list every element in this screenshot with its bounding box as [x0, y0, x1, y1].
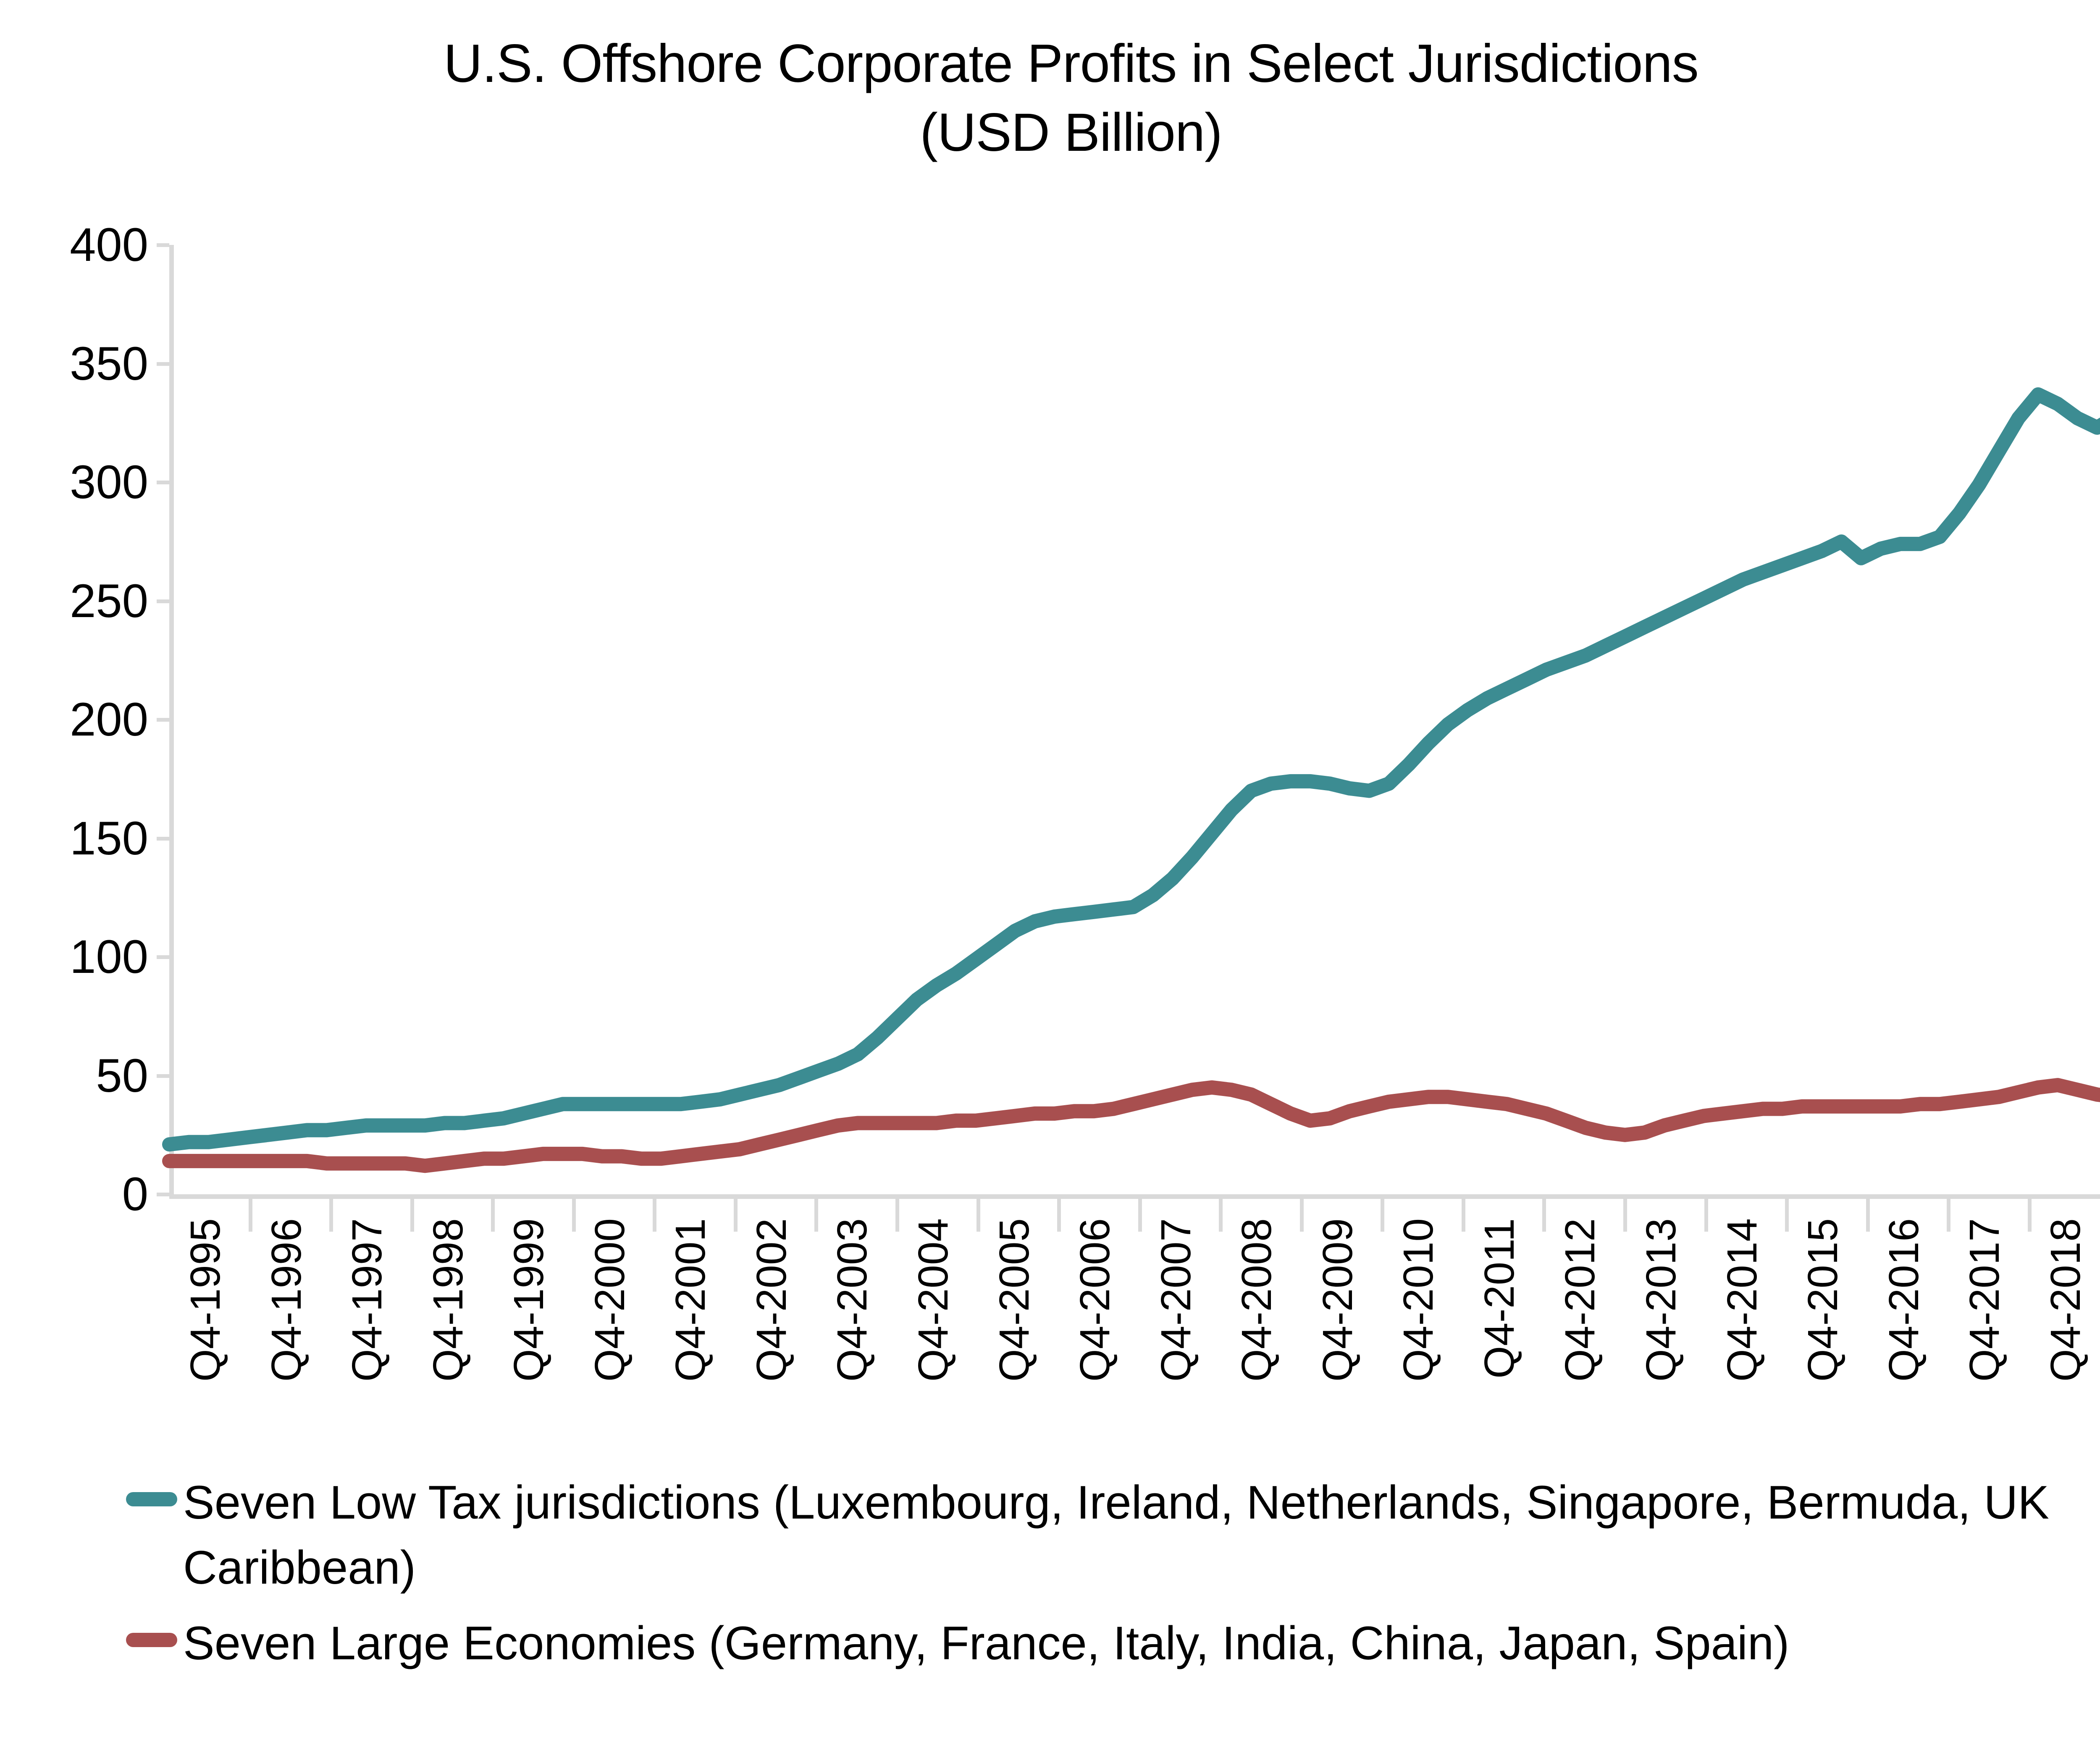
y-axis-label: 50	[96, 1049, 148, 1102]
x-tick	[329, 1199, 333, 1232]
x-tick	[653, 1199, 657, 1232]
x-axis-label: Q4-2003	[829, 1218, 876, 1382]
x-tick	[976, 1199, 980, 1232]
x-tick	[1623, 1199, 1627, 1232]
x-tick	[1219, 1199, 1223, 1232]
x-axis-label: Q4-2015	[1799, 1218, 1847, 1382]
legend-item-low-tax[interactable]: Seven Low Tax jurisdictions (Luxembourg,…	[126, 1470, 2100, 1600]
y-tick	[157, 481, 169, 484]
x-tick	[733, 1199, 738, 1232]
x-axis-label: Q4-1999	[505, 1218, 553, 1382]
x-axis-label: Q4-2012	[1557, 1218, 1604, 1382]
x-tick	[1704, 1199, 1708, 1232]
x-axis-label: Q4-2013	[1638, 1218, 1685, 1382]
chart-title: U.S. Offshore Corporate Profits in Selec…	[444, 34, 1698, 94]
legend-item-large-economies[interactable]: Seven Large Economies (Germany, France, …	[126, 1611, 2100, 1676]
x-axis-label: Q4-2010	[1395, 1218, 1442, 1382]
x-axis-label: Q4-2008	[1233, 1218, 1281, 1382]
x-tick	[814, 1199, 819, 1232]
y-tick	[157, 836, 169, 841]
x-axis-label: Q4-1997	[344, 1218, 391, 1382]
x-axis-label: Q4-2006	[1071, 1218, 1119, 1382]
legend-swatch-large-economies	[126, 1633, 177, 1648]
y-tick	[157, 243, 169, 247]
legend-label-low-tax: Seven Low Tax jurisdictions (Luxembourg,…	[183, 1476, 2049, 1594]
chart-title-block: U.S. Offshore Corporate Profits in Selec…	[0, 29, 2100, 167]
plot-area	[157, 243, 2100, 1232]
x-tick	[1785, 1199, 1789, 1232]
y-axis-label: 0	[122, 1168, 148, 1220]
x-axis-label: Q4-1996	[262, 1218, 310, 1382]
x-tick	[1057, 1199, 1061, 1232]
y-axis-label: 150	[70, 812, 148, 865]
y-tick	[157, 955, 169, 959]
x-tick	[248, 1199, 252, 1232]
x-axis-label: Q4-2009	[1314, 1218, 1361, 1382]
series-lines	[162, 387, 2100, 1173]
chart-legend: Seven Low Tax jurisdictions (Luxembourg,…	[126, 1470, 2100, 1687]
y-axis-label: 400	[70, 218, 148, 271]
x-axis-line	[169, 1194, 2100, 1199]
x-axis-label: Q4-1995	[182, 1218, 229, 1382]
line-low-tax-jurisdictions	[162, 387, 2100, 1152]
x-tick	[491, 1199, 495, 1232]
y-tick	[157, 599, 169, 603]
x-axis-label: Q4-2011	[1475, 1218, 1523, 1379]
x-tick	[572, 1199, 576, 1232]
x-axis-label: Q4-2002	[748, 1218, 795, 1382]
line-large-economies	[162, 1078, 2100, 1173]
y-tick	[157, 718, 169, 722]
y-axis-label: 350	[70, 337, 148, 390]
legend-label-large-economies: Seven Large Economies (Germany, France, …	[183, 1617, 1790, 1670]
y-axis-label: 200	[70, 693, 148, 746]
y-axis-line	[169, 245, 174, 1194]
x-axis-label: Q4-2014	[1718, 1218, 1766, 1382]
y-tick	[157, 1074, 169, 1078]
x-tick	[1381, 1199, 1385, 1232]
y-tick	[157, 362, 169, 366]
x-axis-label: Q4-2000	[586, 1218, 633, 1382]
x-tick	[1138, 1199, 1142, 1232]
x-tick	[1866, 1199, 1870, 1232]
x-axis-label: Q4-2017	[1961, 1218, 2008, 1382]
y-axis-label: 300	[70, 456, 148, 508]
x-tick	[410, 1199, 414, 1232]
x-axis-label: Q4-2004	[910, 1218, 957, 1382]
x-axis-label: Q4-2018	[2042, 1218, 2089, 1382]
x-tick	[1947, 1199, 1951, 1232]
legend-swatch-low-tax	[126, 1492, 177, 1506]
y-tick	[157, 1193, 169, 1196]
x-tick	[1461, 1199, 1465, 1232]
y-axis-label: 250	[70, 574, 148, 627]
x-axis-label: Q4-2005	[990, 1218, 1038, 1382]
x-axis-label: Q4-2007	[1152, 1218, 1200, 1382]
x-axis-label: Q4-2001	[667, 1218, 714, 1382]
x-tick	[895, 1199, 899, 1232]
y-axis-label: 100	[70, 930, 148, 983]
x-tick	[1299, 1199, 1304, 1232]
chart-subtitle: (USD Billion)	[920, 102, 1223, 163]
x-axis-label: Q4-2016	[1880, 1218, 1927, 1382]
x-tick	[2027, 1199, 2032, 1232]
x-tick	[1542, 1199, 1546, 1232]
x-axis-label: Q4-1998	[424, 1218, 472, 1382]
